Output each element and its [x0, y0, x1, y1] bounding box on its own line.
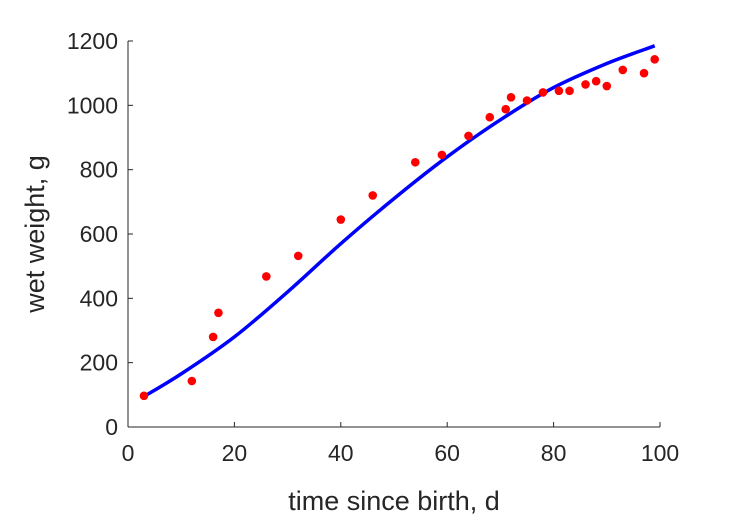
data-point [208, 332, 218, 342]
data-point [368, 191, 378, 200]
data-point [639, 68, 649, 78]
x-tick-label: 0 [122, 440, 135, 466]
data-point [522, 96, 532, 105]
data-point [602, 81, 612, 91]
x-tick-label: 40 [328, 440, 354, 466]
x-tick-label: 80 [541, 440, 567, 466]
data-point [501, 104, 511, 114]
data-point [262, 272, 271, 281]
y-tick-label: 1200 [67, 28, 118, 54]
x-tick-label: 60 [434, 440, 460, 466]
data-point [506, 92, 516, 102]
y-ticks: 0 200 400 600 800 1000 1200 [67, 28, 133, 440]
axes [127, 41, 660, 428]
data-point [437, 150, 447, 160]
data-points [139, 55, 659, 401]
data-point [214, 308, 223, 318]
data-point [485, 112, 495, 122]
y-axis-label: wet weight, g [20, 155, 50, 314]
data-point [139, 391, 149, 401]
data-point [336, 215, 346, 224]
y-tick-label: 0 [105, 414, 118, 440]
fit-curve [143, 44, 656, 398]
data-point [591, 76, 601, 86]
x-ticks: 0 20 40 60 80 100 [122, 422, 679, 466]
x-tick-label: 100 [641, 440, 679, 466]
data-point [650, 55, 659, 64]
data-point [538, 88, 548, 97]
y-tick-label: 600 [80, 221, 118, 247]
y-tick-label: 400 [80, 285, 118, 311]
data-point [187, 376, 197, 386]
x-tick-label: 20 [222, 440, 248, 466]
y-tick-label: 200 [80, 350, 118, 376]
y-tick-label: 800 [80, 157, 118, 183]
x-axis-label: time since birth, d [288, 486, 500, 516]
data-point [565, 86, 574, 96]
y-tick-label: 1000 [67, 92, 118, 118]
data-point [410, 157, 420, 167]
data-point [581, 80, 590, 89]
data-point [554, 86, 564, 96]
data-point [464, 131, 473, 141]
data-point [293, 251, 303, 261]
data-point [618, 65, 628, 75]
